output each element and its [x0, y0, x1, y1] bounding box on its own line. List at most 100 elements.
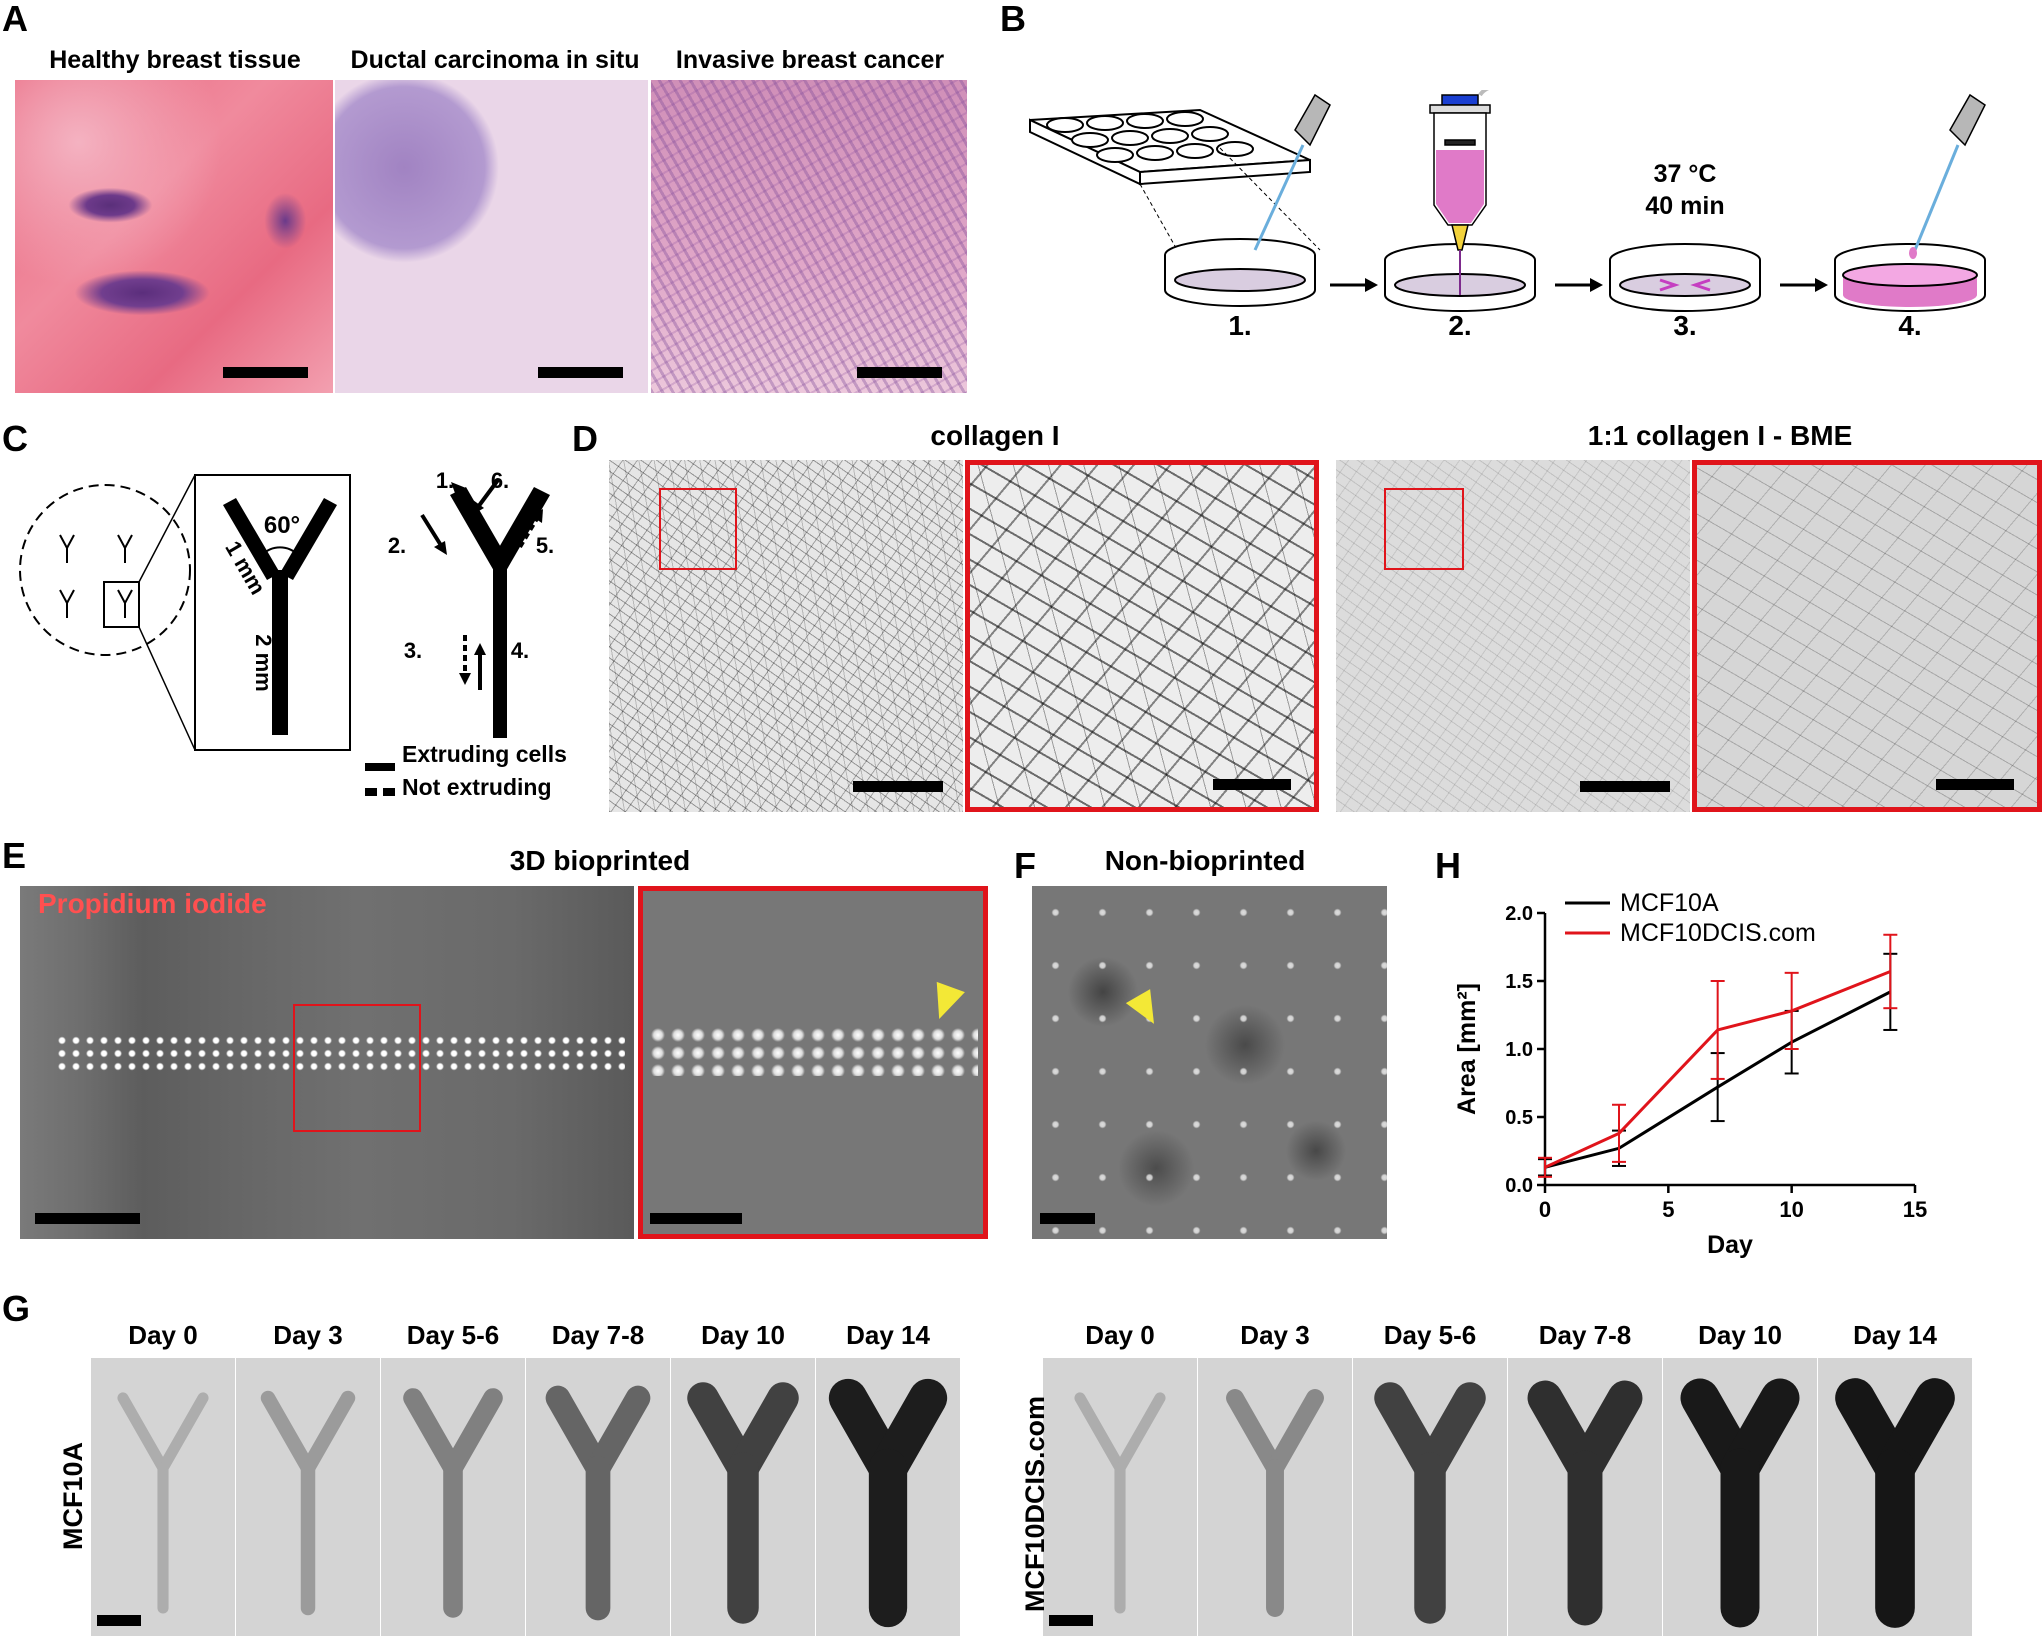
- non-bioprinted-title: Non-bioprinted: [1104, 845, 1306, 876]
- y-organoid-shape: [545, 1385, 651, 1621]
- path-label-6: 6.: [490, 468, 510, 493]
- path-label-4: 4.: [510, 638, 530, 663]
- extrusion-path-diagram: [420, 478, 550, 738]
- scale-bar: [538, 367, 623, 378]
- y-tick-label: 1.0: [1505, 1039, 1533, 1061]
- legend-solid-line-icon: [365, 763, 395, 771]
- day-label: Day 5-6: [1383, 1320, 1477, 1350]
- dish-3-icon: [1609, 243, 1761, 312]
- dish-4-icon: [1834, 243, 1986, 312]
- zoom-frame: [965, 460, 1319, 812]
- invasive-tissue-image: [651, 80, 967, 393]
- y-axis-label: Area [mm²]: [1453, 983, 1481, 1115]
- panel-label-d: D: [572, 418, 598, 459]
- panel-label-h: H: [1435, 845, 1461, 886]
- panel-label-f: F: [1014, 845, 1036, 886]
- pipette-icon: [1909, 93, 1986, 259]
- day-label: Day 14: [846, 1320, 930, 1350]
- organoid-image: [1198, 1358, 1352, 1636]
- x-tick-label: 5: [1662, 1197, 1674, 1222]
- panel-label-b: B: [1000, 0, 1026, 39]
- y-tick-label: 1.5: [1505, 971, 1533, 993]
- day-label: Day 3: [1240, 1320, 1310, 1350]
- organoid-image: [816, 1358, 960, 1636]
- step-label-4: 4.: [1898, 310, 1922, 341]
- row-label-mcf10a: MCF10A: [58, 1441, 88, 1550]
- legend-extruding-label: Extruding cells: [402, 741, 567, 767]
- panel-label-g: G: [2, 1288, 31, 1329]
- dcis-tissue-image: [335, 80, 648, 393]
- organoid-image: [1663, 1358, 1817, 1636]
- x-tick-label: 0: [1539, 1197, 1551, 1222]
- day-label: Day 0: [1085, 1320, 1155, 1350]
- path-label-1: 1.: [435, 468, 455, 493]
- organoid-image: [1818, 1358, 1972, 1636]
- y-organoid-shape: [1835, 1378, 1955, 1628]
- y-tick-label: 0.0: [1505, 1175, 1533, 1197]
- legend-label: MCF10DCIS.com: [1620, 919, 1816, 947]
- pipette-icon: [1253, 93, 1331, 251]
- angle-label: 60°: [263, 512, 301, 539]
- y-organoid-shape: [1374, 1382, 1486, 1624]
- day-label: Day 10: [701, 1320, 785, 1350]
- y-organoid-shape: [260, 1390, 356, 1616]
- day-label: Day 5-6: [406, 1320, 500, 1350]
- cell-line: [648, 1026, 978, 1076]
- dish-2-icon: [1384, 243, 1536, 312]
- organoid-image: [526, 1358, 670, 1636]
- collagen-bme-image: [1336, 460, 1690, 812]
- organoid-image: [236, 1358, 380, 1636]
- collagen-zoom-image: [965, 460, 1319, 812]
- zoom-frame: [638, 886, 988, 1239]
- y-organoid-shape: [1074, 1392, 1166, 1614]
- dish-1-icon: [1164, 238, 1316, 307]
- zoom-region-box: [293, 1004, 421, 1132]
- area-growth-chart: 0 5 10 15 0.0 0.5 1.0 1.5 2.0 Day Area [mm²] MCF10…: [1453, 889, 1927, 1259]
- well-plate-icon: [1029, 108, 1311, 186]
- y-organoid-shape: [1226, 1389, 1324, 1617]
- path-label-5: 5.: [535, 533, 555, 558]
- y-tick-label: 0.5: [1505, 1107, 1533, 1129]
- step-label-1: 1.: [1228, 310, 1252, 341]
- non-bioprinted-image: [1032, 886, 1387, 1239]
- legend-label: MCF10A: [1620, 889, 1719, 917]
- organoid-image: [381, 1358, 525, 1636]
- collagen-image: [609, 460, 963, 812]
- scale-bar: [1049, 1615, 1093, 1626]
- row-label-mcf10dcis: MCF10DCIS.com: [1020, 1395, 1050, 1612]
- incubation-temp-label: 37 °C: [1653, 160, 1717, 188]
- panel-label-e: E: [2, 835, 27, 876]
- scale-bar: [97, 1615, 141, 1626]
- step-arrow-icon: [1330, 278, 1378, 292]
- step-arrow-icon: [1780, 278, 1828, 292]
- zoom-region-box: [1384, 488, 1464, 570]
- day-label: Day 10: [1698, 1320, 1782, 1350]
- day-label: Day 7-8: [1538, 1320, 1632, 1350]
- bioprinted-fluorescence-image: Propidium iodide: [20, 886, 634, 1239]
- collagen-bme-zoom-image: [1692, 460, 2042, 812]
- legend-dashed-line-icon: [365, 788, 395, 796]
- scale-bar: [857, 367, 942, 378]
- step-label-3: 3.: [1673, 310, 1697, 341]
- scale-bar: [35, 1213, 140, 1224]
- day-label: Day 0: [128, 1320, 198, 1350]
- propidium-iodide-label: Propidium iodide: [38, 888, 267, 919]
- y-organoid-shape: [117, 1392, 209, 1614]
- stem-length-label: 2 mm: [251, 634, 276, 692]
- path-label-2: 2.: [387, 533, 407, 558]
- step-arrow-icon: [1555, 278, 1603, 292]
- x-axis-label: Day: [1707, 1231, 1753, 1259]
- scale-bar: [223, 367, 308, 378]
- panel-label-c: C: [2, 418, 28, 459]
- collagen-bme-title: 1:1 collagen I - BME: [1587, 420, 1853, 451]
- organoid-image: [91, 1358, 235, 1636]
- syringe-icon: [1429, 90, 1491, 295]
- scale-bar: [1580, 781, 1670, 792]
- organoid-image: [671, 1358, 815, 1636]
- y-organoid-shape: [1527, 1380, 1643, 1626]
- incubation-time-label: 40 min: [1645, 192, 1725, 220]
- y-tick-label: 2.0: [1505, 903, 1533, 925]
- organoid-image: [1508, 1358, 1662, 1636]
- step-label-2: 2.: [1448, 310, 1472, 341]
- scale-bar: [1936, 779, 2014, 790]
